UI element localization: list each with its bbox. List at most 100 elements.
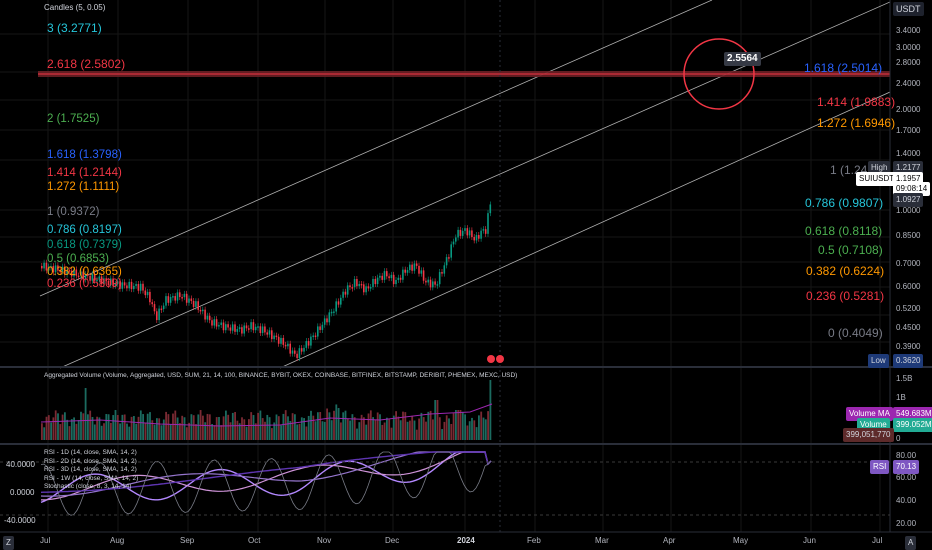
candle xyxy=(438,272,441,285)
candle xyxy=(105,278,107,281)
rsi-lines xyxy=(40,451,492,516)
candle xyxy=(323,318,326,325)
candle xyxy=(162,305,165,310)
fib-left-label: 0.5 (0.6853) xyxy=(47,253,110,265)
candle xyxy=(137,284,140,291)
event-icon[interactable] xyxy=(487,355,495,363)
volume-bar xyxy=(321,421,324,440)
volume-bar xyxy=(229,422,232,440)
volume-bar xyxy=(310,410,312,440)
volume-bar xyxy=(478,415,480,440)
volume-bar xyxy=(43,427,46,440)
fib-right-label: 0.786 (0.9807) xyxy=(805,196,884,210)
volume-bar xyxy=(227,414,230,440)
candle xyxy=(190,298,193,301)
time-label: Aug xyxy=(110,536,125,545)
volume-legend[interactable]: Aggregated Volume (Volume, Aggregated, U… xyxy=(44,372,518,379)
currency-label[interactable]: USDT xyxy=(893,2,924,16)
candle xyxy=(84,274,87,280)
volume-bar xyxy=(464,414,466,440)
volume-bar xyxy=(172,413,174,440)
candle xyxy=(243,325,245,334)
volume-bar xyxy=(91,416,94,440)
volume-bar xyxy=(192,415,195,440)
volume-bar xyxy=(337,408,340,440)
candle xyxy=(202,309,204,312)
volume-bar xyxy=(333,410,335,440)
volume-bar xyxy=(441,429,443,440)
time-label: Oct xyxy=(248,536,261,545)
price-tick: 0.8500 xyxy=(896,231,921,240)
fib-right-label: 0.5 (0.7108) xyxy=(818,243,883,257)
candle xyxy=(41,266,43,269)
volume-bar xyxy=(395,411,397,440)
volume-bar xyxy=(280,425,282,440)
candle xyxy=(351,287,354,289)
candle xyxy=(52,266,55,273)
time-label: Feb xyxy=(527,536,541,545)
candle xyxy=(139,283,142,291)
candle xyxy=(50,266,52,268)
volume-bar xyxy=(372,417,374,440)
candle xyxy=(188,298,190,303)
log-scale-button[interactable]: Z xyxy=(3,536,14,550)
candle xyxy=(291,350,294,354)
volume-bar xyxy=(305,426,308,440)
volume-bar xyxy=(149,412,151,440)
rsi-legend-item[interactable]: RSI - 1D (14, close, SMA, 14, 2) xyxy=(44,449,137,456)
volume-ma-tag: Volume MA xyxy=(846,407,893,421)
candle xyxy=(252,322,255,331)
candle xyxy=(434,281,436,285)
event-icon[interactable] xyxy=(496,355,504,363)
auto-scale-button[interactable]: A xyxy=(905,536,917,550)
volume-bar xyxy=(218,417,220,440)
volume-bar xyxy=(266,414,269,440)
price-tick: 2.0000 xyxy=(896,105,921,114)
candle xyxy=(388,276,390,279)
price-callout[interactable]: 2.5564 xyxy=(724,52,761,66)
volume-bar xyxy=(459,410,462,440)
volume-bar xyxy=(432,419,434,440)
volume-value: 399.052M xyxy=(893,418,932,432)
volume-bar xyxy=(245,426,248,440)
candle xyxy=(119,281,121,289)
candle xyxy=(218,324,220,327)
candle xyxy=(374,278,377,285)
rsi-legend-item[interactable]: Stochastic (close, 8, 3, 14, 14) xyxy=(44,483,132,490)
candle xyxy=(441,272,443,274)
volume-bar xyxy=(126,423,128,440)
candle xyxy=(153,304,156,312)
rsi-legend-item[interactable]: RSI - 1W (14, close, SMA, 14, 2) xyxy=(44,474,139,482)
volume-bar xyxy=(202,415,204,440)
rsi-value: 70.13 xyxy=(893,460,920,474)
volume-bar xyxy=(284,410,287,440)
volume-bar xyxy=(215,417,218,440)
volume-bar xyxy=(130,416,133,440)
candle xyxy=(179,292,181,298)
volume-bar xyxy=(298,423,301,440)
volume-bar xyxy=(139,410,142,440)
candle xyxy=(294,350,296,354)
candle xyxy=(146,291,149,296)
volume-bar xyxy=(356,428,358,440)
target-circle[interactable] xyxy=(683,38,755,110)
candle xyxy=(328,312,331,323)
candle xyxy=(363,284,365,293)
candle xyxy=(305,341,308,348)
rsi-legend-item[interactable]: RSI - 3D (14, close, SMA, 14, 2) xyxy=(44,466,137,473)
rsi-legend-item[interactable]: RSI - 2D (14, close, SMA, 14, 2) xyxy=(44,457,137,465)
candle xyxy=(91,273,94,281)
volume-bar xyxy=(415,429,418,440)
volume-bar xyxy=(213,425,216,440)
volume-bar xyxy=(264,421,266,440)
volume-bar xyxy=(291,413,294,440)
volume-bar xyxy=(418,418,420,440)
candle xyxy=(365,286,367,293)
volume-bar xyxy=(425,421,427,440)
legend-main[interactable]: Candles (5, 0.05) xyxy=(44,3,106,12)
fib-left-label: 1.272 (1.1111) xyxy=(47,181,120,193)
candle xyxy=(213,319,216,326)
rsi-right-tick-3: 40.00 xyxy=(896,496,917,505)
candle xyxy=(70,270,73,277)
